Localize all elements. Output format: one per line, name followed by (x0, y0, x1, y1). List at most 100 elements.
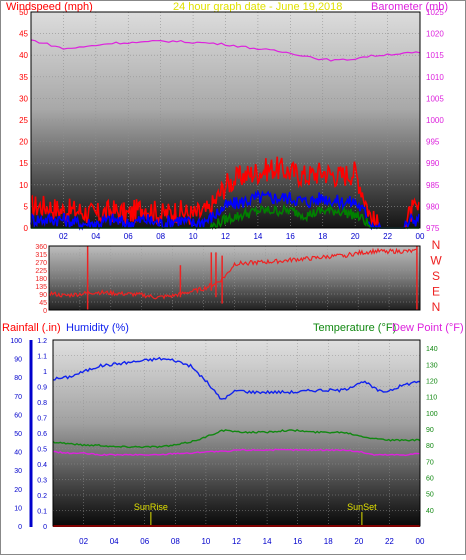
direction-y-tick: 225 (35, 268, 47, 275)
compass-label: N (432, 300, 441, 314)
wind-y-tick: 25 (19, 116, 28, 125)
wind-series-line-3 (30, 39, 421, 62)
temp-y-tick: 110 (426, 395, 437, 402)
wind-y-tick: 10 (19, 181, 28, 190)
rain-y-tick: 0 (43, 524, 47, 531)
direction-y-tick: 90 (39, 292, 47, 299)
wind-plot-frame (30, 11, 421, 229)
temp-x-tick: 14 (263, 537, 272, 546)
barometer-y-tick: 995 (426, 138, 440, 147)
temp-y-tick: 80 (426, 443, 434, 450)
wind-y-tick: 35 (19, 73, 28, 82)
wind-y-tick: 20 (19, 138, 28, 147)
direction-y-tick: 0 (43, 308, 47, 315)
wind-x-tick: 10 (189, 232, 198, 241)
humidity-y-tick: 10 (14, 505, 22, 512)
wind-series (30, 39, 421, 231)
direction-y-tick: 270 (35, 260, 47, 267)
rain-y-tick: 0.5 (37, 447, 47, 454)
rain-y-tick: 0.7 (37, 416, 47, 423)
wind-y-tick: 50 (19, 8, 28, 17)
humidity-y-tick: 50 (14, 431, 22, 438)
compass-label: S (432, 269, 440, 283)
direction-y-tick: 135 (35, 284, 47, 291)
compass-label: W (430, 254, 442, 268)
rain-y-tick: 0.4 (37, 462, 47, 469)
temp-x-tick: 00 (416, 537, 425, 546)
humidity-title: Humidity (%) (66, 322, 129, 334)
temp-y-tick: 130 (426, 362, 438, 369)
barometer-y-tick: 975 (426, 224, 440, 233)
humidity-y-tick: 100 (10, 338, 22, 345)
direction-y-tick: 180 (35, 276, 47, 283)
rain-y-tick: 0.3 (37, 478, 47, 485)
date-title: 24 hour graph date - June 19,2018 (173, 1, 342, 13)
temp-series-line-1 (52, 428, 421, 449)
temperature-title: Temperature (°F) (313, 322, 396, 334)
temp-y-tick: 120 (426, 378, 438, 385)
wind-x-tick: 20 (351, 232, 360, 241)
temp-x-tick: 02 (79, 537, 88, 546)
temp-y-tick: 100 (426, 411, 438, 418)
temp-x-tick: 06 (140, 537, 149, 546)
wind-x-tick: 04 (91, 232, 100, 241)
rain-y-tick: 1 (43, 369, 47, 376)
wind-y-tick: 45 (19, 30, 28, 39)
barometer-y-tick: 985 (426, 181, 440, 190)
barometer-y-tick: 1010 (426, 73, 444, 82)
humidity-y-tick: 0 (18, 524, 22, 531)
temp-y-tick: 40 (426, 508, 434, 515)
windspeed-title: Windspeed (mph) (6, 1, 93, 13)
barometer-y-tick: 1020 (426, 30, 444, 39)
wind-barometer-panel: Windspeed (mph) 24 hour graph date - Jun… (6, 1, 448, 241)
wind-x-tick: 00 (416, 232, 425, 241)
temp-y-tick: 70 (426, 459, 434, 466)
barometer-y-tick-labels: 975 980 985 990 995 1000 1005 1010 1015 1020 1025 (426, 8, 444, 233)
sun-annotations: SunRise SunSet (134, 502, 377, 526)
barometer-y-tick: 990 (426, 159, 440, 168)
rain-y-tick: 0.1 (37, 509, 47, 516)
wind-x-tick: 14 (253, 232, 262, 241)
compass-label: E (432, 285, 440, 299)
temp-x-tick: 08 (171, 537, 180, 546)
wind-y-tick: 5 (24, 202, 29, 211)
wind-y-tick-labels: 0 5 10 15 20 25 30 35 40 45 50 (19, 8, 28, 233)
temp-series-line-0 (52, 356, 421, 400)
humidity-y-tick: 20 (14, 487, 22, 494)
wind-x-tick: 06 (124, 232, 133, 241)
compass-label: N (432, 238, 441, 252)
humidity-y-tick-labels: 0 10 20 30 40 50 60 70 80 90 100 (10, 338, 22, 531)
wind-y-tick: 40 (19, 51, 28, 60)
barometer-y-tick: 1000 (426, 116, 444, 125)
wind-x-tick: 12 (221, 232, 230, 241)
wind-x-tick: 22 (383, 232, 392, 241)
dewpoint-title: Dew Point (°F) (392, 322, 464, 334)
rain-y-tick: 1.1 (37, 354, 47, 361)
direction-series (48, 246, 418, 310)
temp-x-tick: 18 (324, 537, 333, 546)
temp-y-tick: 50 (426, 492, 434, 499)
barometer-y-tick: 980 (426, 202, 440, 211)
humidity-y-tick: 40 (14, 450, 22, 457)
humidity-y-tick: 80 (14, 375, 22, 382)
direction-y-tick: 360 (35, 244, 47, 251)
temp-y-tick-labels: 40 50 60 70 80 90 100 110 120 130 140 (426, 346, 438, 515)
barometer-title: Barometer (mb) (371, 1, 448, 13)
wind-y-tick: 15 (19, 159, 28, 168)
rain-y-tick: 0.9 (37, 385, 47, 392)
rain-y-tick: 0.8 (37, 400, 47, 407)
wind-x-tick: 16 (286, 232, 295, 241)
wind-series-line-0 (30, 156, 420, 229)
temp-x-tick: 10 (201, 537, 210, 546)
temp-series-line-2 (52, 448, 420, 457)
rain-y-tick-labels: 0 0.1 0.2 0.3 0.4 0.5 0.6 0.7 0.8 0.9 1 1.1 1.2 (37, 338, 47, 531)
temp-x-tick-labels: 02 04 06 08 10 12 14 16 18 20 22 00 (79, 537, 425, 546)
rain-y-tick: 0.2 (37, 493, 47, 500)
temp-x-tick: 22 (385, 537, 394, 546)
wind-x-tick-labels: 02 04 06 08 10 12 14 16 18 20 22 00 (59, 232, 425, 241)
wind-x-tick: 02 (59, 232, 68, 241)
temp-y-tick: 90 (426, 427, 434, 434)
